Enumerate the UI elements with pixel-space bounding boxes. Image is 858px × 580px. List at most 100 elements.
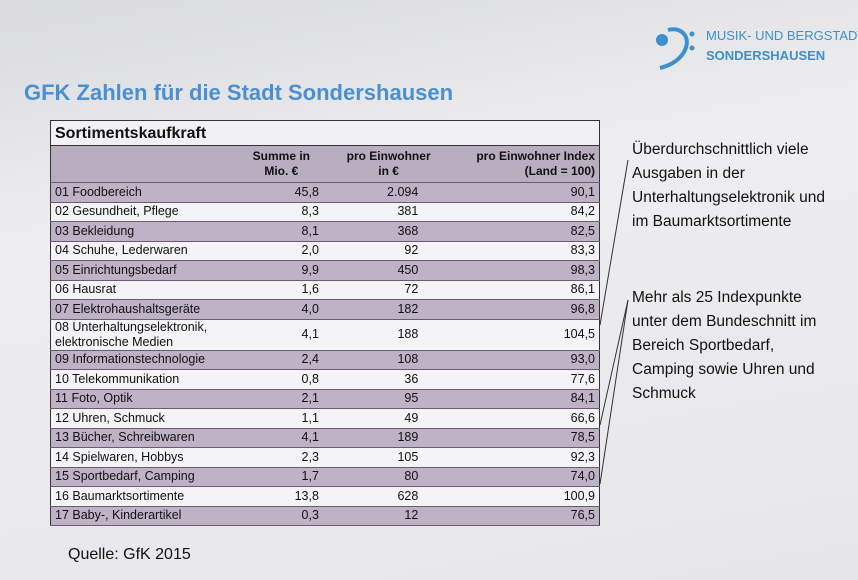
cell: 4,1: [239, 428, 323, 448]
table-row: 14 Spielwaren, Hobbys 2,3 105 92,3: [50, 447, 600, 468]
cell-line: 04 Schuhe, Lederwaren: [55, 243, 188, 258]
table-row: 13 Bücher, Schreibwaren 4,1 189 78,5: [50, 428, 600, 448]
cell: 77,6: [454, 369, 600, 390]
cell: 92: [322, 241, 455, 261]
table-row: 08 Unterhaltungselektronik, elektronische…: [50, 319, 600, 351]
row-label: 17 Baby-, Kinderartikel: [50, 506, 240, 526]
title-row: Sortimentskaufkraft: [50, 120, 600, 146]
row-label: 01 Foodbereich: [50, 182, 240, 203]
table-row: 07 Elektrohaushaltsgeräte 4,0 182 96,8: [50, 299, 600, 320]
cell: 1,1: [239, 408, 323, 429]
cell-line: 02 Gesundheit, Pflege: [55, 204, 179, 219]
cell-line: 07 Elektrohaushaltsgeräte: [55, 301, 201, 316]
cell: 83,3: [454, 241, 600, 261]
table-row: 16 Baumarktsortimente 13,8 628 100,9: [50, 486, 600, 507]
cell: 182: [322, 299, 455, 320]
cell: 84,1: [454, 389, 600, 409]
row-label: 03 Bekleidung: [50, 221, 240, 242]
cell: 368: [322, 221, 455, 242]
cell-line: 12 Uhren, Schmuck: [55, 410, 165, 425]
table-row: 11 Foto, Optik 2,1 95 84,1: [50, 389, 600, 409]
row-label: 04 Schuhe, Lederwaren: [50, 241, 240, 261]
cell: 76,5: [454, 506, 600, 526]
cell: 105: [322, 447, 455, 468]
cell: 92,3: [454, 447, 600, 468]
logo-line: MUSIK- UND BERGSTADT: [706, 28, 858, 43]
cell: 82,5: [454, 221, 600, 242]
cell: 49: [322, 408, 455, 429]
row-label: 13 Bücher, Schreibwaren: [50, 428, 240, 448]
cell: 2,0: [239, 241, 323, 261]
cell: 2.094: [322, 182, 455, 203]
row-label: 16 Baumarktsortimente: [50, 486, 240, 507]
source: Quelle: GfK 2015: [68, 546, 191, 563]
row-label: 06 Hausrat: [50, 280, 240, 300]
table-title: Sortimentskaufkraft: [50, 120, 600, 146]
row-label: 11 Foto, Optik: [50, 389, 240, 409]
cell: 100,9: [454, 486, 600, 507]
cell-line: Summe in: [252, 149, 311, 163]
cell: 1,6: [239, 280, 323, 300]
cell-line: in €: [378, 164, 399, 178]
cell: 36: [322, 369, 455, 390]
cell: 2,4: [239, 350, 323, 370]
cell: 95: [322, 389, 455, 409]
row-label: 07 Elektrohaushaltsgeräte: [50, 299, 240, 320]
cell-line: 05 Einrichtungsbedarf: [55, 262, 177, 277]
row-label: 08 Unterhaltungselektronik, elektronische…: [50, 319, 240, 351]
row-label: 09 Informationstechnologie: [50, 350, 240, 370]
cell-line: 17 Baby-, Kinderartikel: [55, 508, 182, 523]
cell: 98,3: [454, 260, 600, 281]
table-row: 06 Hausrat 1,6 72 86,1: [50, 280, 600, 300]
cell: 4,1: [239, 319, 323, 351]
cell: 104,5: [454, 319, 600, 351]
table-row: 10 Telekommunikation 0,8 36 77,6: [50, 369, 600, 390]
note: Überdurchschnittlich viele Ausgaben in d…: [632, 141, 826, 230]
table-row: 02 Gesundheit, Pflege 8,3 381 84,2: [50, 202, 600, 222]
header-cell: pro Einwohner in €: [322, 145, 455, 183]
note: Mehr als 25 Indexpunkte unter dem Bundes…: [632, 289, 817, 402]
cell-line: 01 Foodbereich: [55, 184, 142, 199]
cell: 8,3: [239, 202, 323, 222]
cell: 9,9: [239, 260, 323, 281]
header-cell: pro Einwohner Index (Land = 100): [454, 145, 600, 183]
table-row: 09 Informationstechnologie 2,4 108 93,0: [50, 350, 600, 370]
cell: 4,0: [239, 299, 323, 320]
cell-line: pro Einwohner Index: [476, 149, 595, 163]
logo-icon: [656, 27, 695, 70]
table: Sortimentskaufkraft Summe in Mio. € pro Ein…: [50, 120, 600, 526]
header-cell: [50, 145, 240, 183]
cell-line: 09 Informationstechnologie: [55, 352, 206, 367]
cell-line: 14 Spielwaren, Hobbys: [55, 449, 184, 464]
cell: 0,8: [239, 369, 323, 390]
row-label: 10 Telekommunikation: [50, 369, 240, 390]
cell: 45,8: [239, 182, 323, 203]
cell: 13,8: [239, 486, 323, 507]
cell: 90,1: [454, 182, 600, 203]
cell: 381: [322, 202, 455, 222]
cell: 84,2: [454, 202, 600, 222]
cell-line: elektronische Medien: [55, 334, 174, 349]
cell: 12: [322, 506, 455, 526]
cell-line: 13 Bücher, Schreibwaren: [55, 430, 195, 445]
row-label: 05 Einrichtungsbedarf: [50, 260, 240, 281]
cell: 2,1: [239, 389, 323, 409]
table-row: 01 Foodbereich 45,8 2.094 90,1: [50, 182, 600, 203]
cell: 450: [322, 260, 455, 281]
cell: 628: [322, 486, 455, 507]
cell: 8,1: [239, 221, 323, 242]
cell-line: 15 Sportbedarf, Camping: [55, 469, 195, 484]
row-label: 02 Gesundheit, Pflege: [50, 202, 240, 222]
cell: 108: [322, 350, 455, 370]
cell: 74,0: [454, 467, 600, 487]
table-row: 15 Sportbedarf, Camping 1,7 80 74,0: [50, 467, 600, 487]
logo-line: SONDERSHAUSEN: [706, 48, 826, 63]
table-row: 12 Uhren, Schmuck 1,1 49 66,6: [50, 408, 600, 429]
cell-line: pro Einwohner: [346, 149, 431, 163]
cell: 93,0: [454, 350, 600, 370]
cell: 86,1: [454, 280, 600, 300]
row-label: 12 Uhren, Schmuck: [50, 408, 240, 429]
cell: 78,5: [454, 428, 600, 448]
